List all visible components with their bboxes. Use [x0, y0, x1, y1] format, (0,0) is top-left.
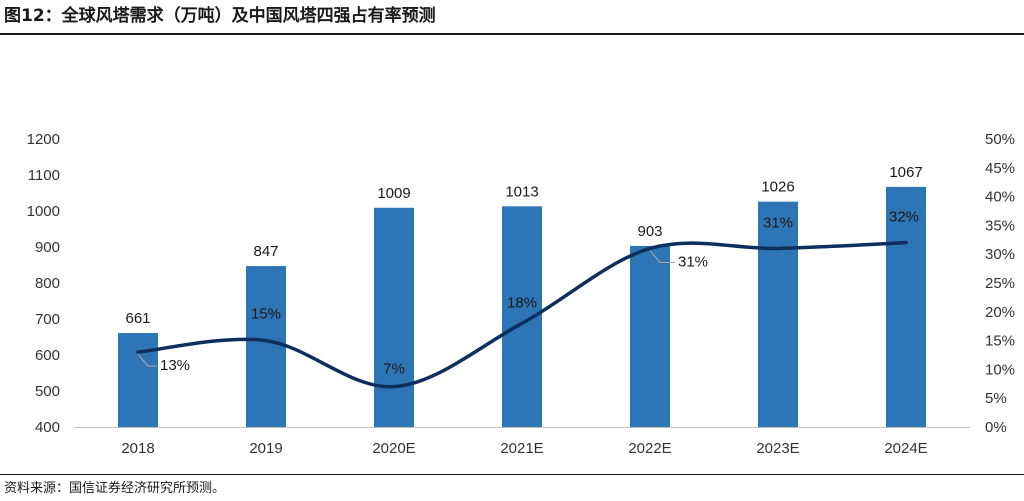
right-tick-45pct: 45% — [985, 160, 1015, 177]
share-line — [136, 240, 908, 389]
left-tick-500: 500 — [35, 383, 60, 400]
bar-label-2019: 847 — [253, 243, 278, 260]
bar-2020E — [374, 207, 414, 427]
bar-2024E — [886, 186, 926, 427]
left-tick-1200: 1200 — [27, 131, 60, 148]
bar-2022E — [630, 245, 670, 427]
bar-label-2021E: 1013 — [505, 183, 538, 200]
x-tick-2022E: 2022E — [628, 440, 671, 457]
left-tick-1100: 1100 — [28, 167, 60, 184]
bar-label-2023E: 1026 — [761, 179, 794, 196]
x-tick-2023E: 2023E — [756, 440, 799, 457]
x-tick-2021E: 2021E — [500, 440, 543, 457]
left-axis: 400 500 600 700 800 900 1000 1100 1200 — [27, 131, 60, 436]
line-label-2024E: 32% — [889, 209, 919, 226]
right-tick-10pct: 10% — [985, 361, 1015, 378]
title-divider — [0, 33, 1024, 35]
line-label-leader-2022E — [649, 250, 675, 263]
bar-2019 — [246, 266, 286, 427]
bar-data-labels: 661 847 1009 1013 903 1026 1067 — [125, 164, 922, 327]
right-axis: 0% 5% 10% 15% 20% 25% 30% 35% 40% 45% 50% — [985, 131, 1015, 436]
footer-divider — [0, 474, 1024, 475]
line-label-2020E: 7% — [383, 361, 405, 378]
category-axis-labels: 2018 2019 2020E 2021E 2022E 2023E 2024E — [121, 440, 927, 457]
left-tick-900: 900 — [35, 239, 60, 256]
x-tick-2019: 2019 — [249, 440, 282, 457]
left-tick-400: 400 — [35, 419, 60, 436]
bar-label-2022E: 903 — [637, 223, 662, 240]
x-tick-2020E: 2020E — [372, 440, 415, 457]
right-tick-50pct: 50% — [985, 131, 1015, 148]
left-tick-800: 800 — [35, 275, 60, 292]
bar-2018 — [118, 333, 158, 427]
line-label-2023E: 31% — [763, 214, 793, 231]
source-note: 资料来源：国信证券经济研究所预测。 — [4, 481, 226, 496]
bar-label-2024E: 1067 — [889, 164, 922, 181]
right-tick-25pct: 25% — [985, 275, 1015, 292]
share-line-group: 13% 15% 7% 18% 31% 31% 32% — [136, 209, 919, 389]
line-label-2022E: 31% — [678, 253, 708, 270]
line-label-leader-2018 — [137, 353, 157, 367]
line-label-2021E: 18% — [507, 294, 537, 311]
bar-2023E — [758, 201, 798, 427]
right-tick-15pct: 15% — [985, 333, 1015, 350]
right-tick-30pct: 30% — [985, 246, 1015, 263]
right-tick-5pct: 5% — [985, 390, 1007, 407]
line-label-2018: 13% — [160, 357, 190, 374]
right-tick-40pct: 40% — [985, 189, 1015, 206]
right-tick-0pct: 0% — [985, 419, 1007, 436]
line-label-2019: 15% — [251, 306, 281, 323]
chart-title: 图12：全球风塔需求（万吨）及中国风塔四强占有率预测 — [4, 6, 436, 26]
right-tick-35pct: 35% — [985, 217, 1015, 234]
bar-label-2020E: 1009 — [377, 185, 410, 202]
left-tick-700: 700 — [35, 311, 60, 328]
x-tick-2024E: 2024E — [884, 440, 927, 457]
right-tick-20pct: 20% — [985, 304, 1015, 321]
left-tick-1000: 1000 — [27, 203, 60, 220]
x-tick-2018: 2018 — [121, 440, 154, 457]
left-tick-600: 600 — [35, 347, 60, 364]
bar-label-2018: 661 — [125, 310, 150, 327]
